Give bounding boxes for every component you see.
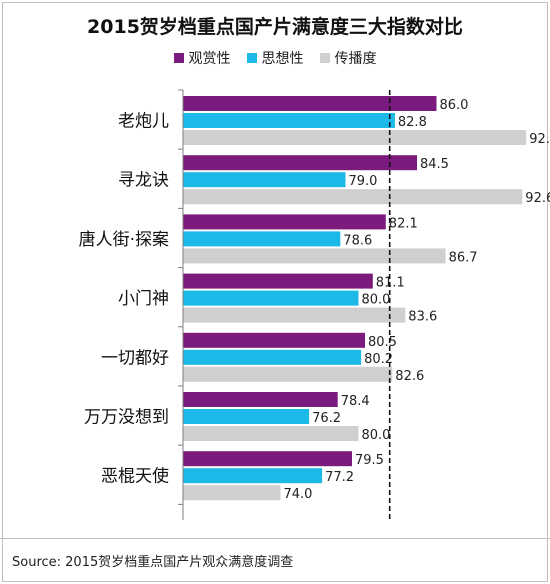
- data-label-2-3: 83.6: [408, 310, 437, 325]
- data-label-2-0: 92.9: [529, 132, 550, 147]
- bar-2-4: [183, 366, 393, 382]
- bar-0-3: [183, 273, 373, 289]
- legend-swatch-series-1: [246, 53, 257, 63]
- bar-0-0: [183, 96, 437, 111]
- legend-label-series-0: 观赏性: [188, 51, 231, 67]
- legend-item-series-2: 传播度: [319, 48, 377, 68]
- bar-0-5: [183, 392, 338, 407]
- legend-label-series-1: 思想性: [261, 51, 304, 67]
- legend-label-series-2: 传播度: [334, 51, 377, 67]
- category-label-3: 小门神: [118, 289, 169, 309]
- bar-0-6: [183, 451, 352, 467]
- data-label-1-4: 80.2: [364, 352, 393, 367]
- bar-2-1: [183, 189, 523, 205]
- category-label-6: 恶棍天使: [101, 466, 169, 487]
- data-label-1-5: 76.2: [312, 411, 341, 426]
- chart-legend: 观赏性 思想性 传播度: [0, 48, 550, 68]
- bar-1-3: [183, 290, 359, 306]
- category-label-4: 一切都好: [101, 348, 169, 368]
- data-label-0-6: 79.5: [355, 453, 384, 468]
- bar-0-4: [183, 332, 365, 348]
- legend-swatch-series-2: [319, 53, 330, 63]
- bar-1-6: [183, 468, 323, 484]
- source-bar: Source: 2015贺岁档重点国产片观众满意度调查: [0, 538, 550, 584]
- bar-1-2: [183, 231, 341, 247]
- data-label-1-0: 82.8: [398, 115, 427, 130]
- data-label-1-2: 78.6: [343, 233, 372, 248]
- data-label-0-5: 78.4: [341, 394, 370, 409]
- data-label-0-0: 86.0: [440, 98, 469, 113]
- data-label-1-1: 79.0: [349, 174, 378, 189]
- bar-1-4: [183, 349, 362, 365]
- bar-2-0: [183, 130, 527, 145]
- category-label-0: 老炮儿: [118, 112, 169, 132]
- data-label-2-4: 82.6: [395, 369, 424, 384]
- category-label-1: 寻龙诀: [118, 171, 169, 191]
- bar-1-5: [183, 409, 310, 424]
- data-label-2-5: 80.0: [362, 428, 391, 443]
- data-label-2-2: 86.7: [449, 250, 478, 265]
- bar-2-2: [183, 248, 446, 264]
- data-label-2-1: 92.6: [525, 191, 550, 206]
- bar-2-6: [183, 485, 281, 501]
- data-label-1-6: 77.2: [325, 470, 354, 485]
- bar-1-1: [183, 172, 346, 188]
- data-label-0-4: 80.5: [368, 335, 397, 350]
- bar-1-0: [183, 113, 395, 128]
- bar-0-1: [183, 155, 417, 171]
- legend-item-series-1: 思想性: [246, 48, 304, 68]
- bar-0-2: [183, 214, 386, 230]
- bar-2-5: [183, 426, 359, 441]
- legend-item-series-0: 观赏性: [173, 48, 231, 68]
- source-note: Source: 2015贺岁档重点国产片观众满意度调查: [12, 555, 294, 570]
- data-label-0-1: 84.5: [420, 157, 449, 172]
- category-label-2: 唐人街·探案: [79, 229, 169, 250]
- data-label-1-3: 80.0: [362, 293, 391, 308]
- data-label-2-6: 74.0: [284, 487, 313, 502]
- bar-2-3: [183, 307, 406, 323]
- legend-swatch-series-0: [173, 53, 184, 63]
- category-label-5: 万万没想到: [84, 408, 169, 428]
- data-label-0-2: 82.1: [389, 216, 418, 231]
- chart-title: 2015贺岁档重点国产片满意度三大指数对比: [87, 16, 463, 38]
